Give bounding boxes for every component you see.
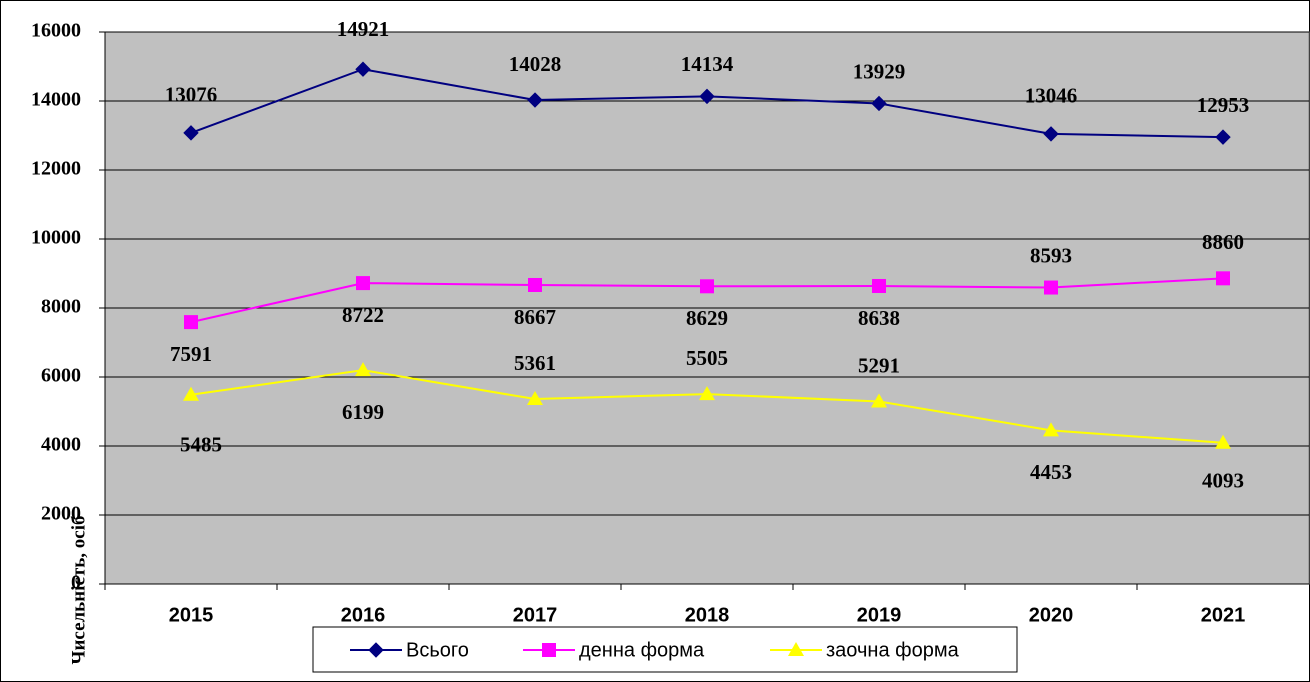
- x-tick-label: 2021: [1201, 604, 1246, 626]
- y-tick-label: 8000: [41, 296, 81, 318]
- point: [1215, 434, 1231, 449]
- data-label: 4453: [1030, 460, 1072, 484]
- point: [788, 642, 804, 656]
- legend-label: Всього: [406, 639, 469, 661]
- point: [184, 315, 198, 330]
- data-label: 8667: [514, 305, 556, 329]
- data-label: 8638: [858, 306, 900, 330]
- point: [183, 386, 199, 401]
- data-label: 12953: [1197, 93, 1250, 117]
- data-label: 4093: [1202, 469, 1244, 493]
- point: [542, 643, 556, 657]
- data-label: 14134: [681, 52, 734, 76]
- y-tick-label: 0: [71, 572, 81, 594]
- y-tick-label: 12000: [31, 158, 81, 180]
- x-tick-label: 2016: [341, 604, 386, 626]
- point: [355, 362, 371, 377]
- point: [871, 393, 887, 408]
- data-label: 13046: [1025, 84, 1078, 108]
- point: [1043, 126, 1059, 142]
- data-label: 5291: [858, 353, 900, 377]
- data-label: 7591: [170, 342, 212, 366]
- data-label: 8629: [686, 306, 728, 330]
- x-tick-label: 2015: [169, 604, 214, 626]
- legend-label: денна форма: [579, 639, 705, 661]
- data-label: 14028: [509, 52, 562, 76]
- data-label: 6199: [342, 400, 384, 424]
- point: [527, 391, 543, 406]
- point: [699, 88, 715, 105]
- point: [1215, 129, 1231, 145]
- y-axis-label: Чисельність, осіб: [68, 516, 89, 665]
- point: [528, 277, 542, 292]
- point: [355, 61, 371, 77]
- point: [356, 276, 370, 291]
- point: [700, 279, 714, 294]
- x-tick-label: 2020: [1029, 604, 1074, 626]
- data-label: 5361: [514, 351, 556, 375]
- data-label: 14921: [337, 17, 390, 41]
- data-label: 5505: [686, 346, 728, 370]
- data-label: 13076: [165, 83, 218, 107]
- data-label: 13929: [853, 59, 906, 83]
- y-tick-label: 6000: [41, 365, 81, 387]
- x-tick-label: 2019: [857, 604, 902, 626]
- y-tick-label: 4000: [41, 434, 81, 456]
- data-label: 8593: [1030, 243, 1072, 267]
- point: [699, 386, 715, 401]
- data-label: 8860: [1202, 230, 1244, 254]
- data-label: 8722: [342, 303, 384, 327]
- point: [183, 125, 199, 141]
- marks: [183, 61, 1231, 449]
- data-label: 5485: [180, 433, 222, 457]
- point: [368, 642, 384, 658]
- x-tick-label: 2017: [513, 604, 558, 626]
- point: [1044, 280, 1058, 295]
- point: [872, 278, 886, 293]
- point: [527, 92, 543, 108]
- point: [871, 95, 887, 112]
- y-tick-label: 14000: [31, 89, 81, 111]
- point: [1216, 271, 1230, 286]
- legend: [312, 626, 1018, 673]
- y-tick-label: 16000: [31, 20, 81, 42]
- point: [1043, 422, 1059, 437]
- y-tick-label: 2000: [41, 503, 81, 525]
- legend-label: заочна форма: [826, 639, 960, 661]
- y-tick-label: 10000: [31, 227, 81, 249]
- x-tick-label: 2018: [685, 604, 730, 626]
